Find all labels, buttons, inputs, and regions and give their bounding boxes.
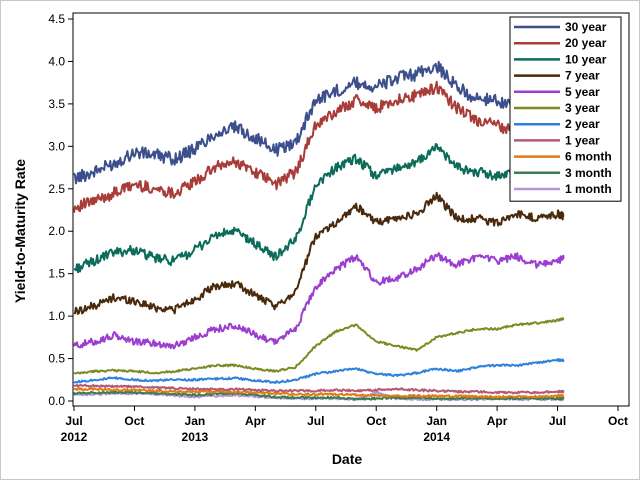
x-tick-year-label: 2012 [61, 430, 88, 444]
series-lines [73, 60, 565, 402]
series-line-6-month [73, 387, 565, 399]
series-line-1-year [73, 383, 565, 395]
legend-label: 2 year [565, 117, 600, 131]
y-tick-label: 4.5 [48, 12, 65, 26]
series-line-30-year [73, 60, 565, 185]
y-tick-label: 4.0 [48, 54, 65, 68]
y-tick-label: 0.5 [48, 352, 65, 366]
series-line-3-month [73, 390, 565, 401]
series-line-3-year [73, 317, 565, 375]
y-tick-label: 1.5 [48, 267, 65, 281]
x-tick-year-label: 2013 [182, 430, 209, 444]
y-tick-label: 0.0 [48, 394, 65, 408]
legend-label: 6 month [565, 150, 612, 164]
x-tick-label: Jan [185, 414, 206, 428]
x-tick-label: Jan [426, 414, 447, 428]
x-tick-label: Jul [65, 414, 82, 428]
x-tick-label: Apr [245, 414, 266, 428]
legend-label: 1 month [565, 182, 612, 196]
y-axis-title: Yield-to-Maturity Rate [12, 159, 28, 303]
legend-label: 7 year [565, 69, 600, 83]
x-tick-label: Jul [307, 414, 324, 428]
x-tick-label: Oct [608, 414, 628, 428]
y-tick-label: 3.0 [48, 139, 65, 153]
x-tick-label: Oct [366, 414, 386, 428]
legend: 30 year 20 year 10 year 7 year 5 year 3 year 2… [509, 16, 622, 202]
legend-label: 3 month [565, 166, 612, 180]
legend-label: 5 year [565, 85, 600, 99]
series-line-20-year [73, 80, 565, 213]
legend-label: 20 year [565, 36, 607, 50]
x-axis: Jul 2012 Oct Jan 2013 Apr Jul Oct Jan 2014 Apr Jul O… [61, 406, 628, 444]
legend-label: 3 year [565, 101, 600, 115]
legend-label: 10 year [565, 52, 607, 66]
x-tick-label: Oct [124, 414, 144, 428]
x-tick-label: Apr [487, 414, 508, 428]
x-tick-label: Jul [549, 414, 566, 428]
x-axis-title: Date [332, 451, 363, 467]
y-tick-label: 3.5 [48, 97, 65, 111]
legend-label: 30 year [565, 20, 607, 34]
y-axis: 0.0 0.5 1.0 1.5 2.0 2.5 3.0 3.5 4.0 4.5 [48, 12, 73, 408]
x-tick-year-label: 2014 [423, 430, 450, 444]
y-tick-label: 2.0 [48, 224, 65, 238]
series-line-10-year [73, 143, 565, 274]
series-line-5-year [73, 252, 565, 350]
series-line-2-year [73, 358, 565, 384]
y-tick-label: 2.5 [48, 182, 65, 196]
legend-box [509, 16, 622, 202]
legend-label: 1 year [565, 133, 600, 147]
y-tick-label: 1.0 [48, 309, 65, 323]
series-line-7-year [73, 191, 565, 315]
